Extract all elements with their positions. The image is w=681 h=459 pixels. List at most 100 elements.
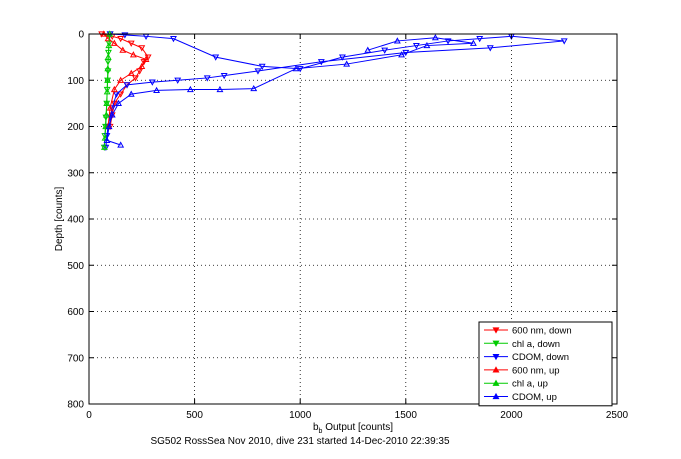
series-chl-a-up	[100, 30, 114, 150]
data-point	[127, 69, 135, 76]
legend-item: CDOM, down	[484, 352, 569, 363]
data-point	[117, 141, 125, 148]
legend-marker	[492, 353, 500, 361]
x-tick-label: 2000	[500, 410, 523, 421]
data-point	[105, 41, 113, 49]
legend-item: 600 nm, down	[484, 326, 572, 337]
y-tick-label: 400	[67, 215, 84, 226]
x-tick-label: 0	[86, 410, 92, 421]
data-point	[117, 36, 125, 43]
data-point	[381, 47, 389, 54]
legend-item: chl a, down	[484, 339, 560, 350]
data-point	[102, 144, 110, 151]
legend-item: 600 nm, up	[484, 365, 560, 376]
legend-marker	[492, 392, 500, 400]
data-point	[338, 54, 346, 61]
series-layer	[98, 30, 568, 151]
data-point	[364, 46, 372, 53]
data-point	[104, 76, 112, 83]
legend-marker	[492, 366, 500, 373]
y-tick-label: 800	[67, 400, 84, 411]
data-point	[254, 68, 262, 75]
data-point	[101, 134, 109, 141]
data-point	[560, 38, 568, 45]
y-tick-label: 600	[67, 307, 84, 318]
legend-box	[478, 321, 613, 407]
data-point	[108, 111, 116, 118]
data-point	[121, 32, 129, 39]
y-tick-label: 100	[67, 76, 84, 87]
x-tick-label: 500	[186, 410, 203, 421]
data-point	[138, 45, 146, 52]
legend-label: chl a, down	[512, 339, 560, 350]
legend-label: CDOM, up	[512, 392, 557, 403]
legend-label: CDOM, down	[512, 352, 569, 363]
data-point	[292, 65, 300, 72]
legend-label: 600 nm, down	[512, 326, 572, 337]
data-point	[486, 45, 494, 52]
legend-item: CDOM, up	[484, 392, 557, 403]
data-point	[250, 84, 258, 92]
x-tick-label: 2500	[606, 410, 629, 421]
data-point	[115, 99, 123, 106]
data-point	[106, 104, 114, 111]
x-tick-labels: 0 500 1000 1500 2000 2500	[86, 410, 628, 421]
data-point	[343, 60, 351, 67]
data-point	[103, 99, 111, 106]
data-point	[102, 111, 110, 118]
data-point	[220, 73, 228, 80]
data-point	[123, 82, 131, 89]
data-point	[148, 79, 156, 86]
y-tick-labels: 0 100 200 300 400 500 600 700 800	[67, 30, 84, 411]
data-point	[444, 38, 452, 45]
data-point	[129, 51, 137, 58]
x-tick-label: 1500	[395, 410, 418, 421]
data-point	[398, 51, 406, 58]
data-point	[212, 54, 220, 61]
x-tick-label: 1000	[289, 410, 312, 421]
series-line	[103, 33, 111, 148]
data-point	[104, 65, 112, 72]
data-point	[186, 85, 194, 93]
data-point	[317, 59, 325, 66]
data-point	[412, 42, 420, 50]
legend-label: chl a, up	[512, 379, 548, 390]
data-point	[103, 136, 111, 143]
data-point	[296, 66, 304, 73]
legend-item: chl a, up	[484, 379, 548, 390]
series-line	[105, 33, 565, 148]
data-point	[117, 91, 125, 98]
data-point	[153, 86, 161, 94]
data-point	[103, 88, 111, 95]
x-axis-label: bb Output [counts]	[313, 422, 393, 435]
data-point	[423, 41, 431, 49]
data-point	[170, 36, 177, 43]
legend-marker	[492, 379, 500, 386]
legend-marker	[492, 327, 500, 334]
legend: 600 nm, down chl a, down CDOM, down 600 nm,…	[478, 321, 613, 407]
data-point	[104, 53, 112, 60]
data-point	[100, 143, 108, 150]
y-tick-label: 300	[67, 168, 84, 179]
y-tick-label: 500	[67, 261, 84, 272]
data-point	[142, 55, 150, 63]
legend-marker	[492, 340, 500, 347]
legend-label: 600 nm, up	[512, 365, 560, 376]
data-point	[119, 46, 127, 53]
data-point	[216, 85, 224, 93]
y-tick-label: 0	[78, 30, 84, 41]
data-point	[110, 39, 118, 46]
data-point	[174, 77, 182, 84]
data-point	[138, 62, 146, 69]
y-axis-label: Depth [counts]	[54, 187, 65, 252]
data-point	[258, 63, 266, 71]
chart-caption: SG502 RossSea Nov 2010, dive 231 started…	[150, 436, 450, 447]
data-point	[393, 37, 401, 44]
data-point	[108, 105, 116, 112]
data-point	[110, 85, 118, 93]
data-point	[127, 40, 135, 47]
axis-ticks	[88, 33, 618, 405]
data-point	[127, 90, 135, 97]
